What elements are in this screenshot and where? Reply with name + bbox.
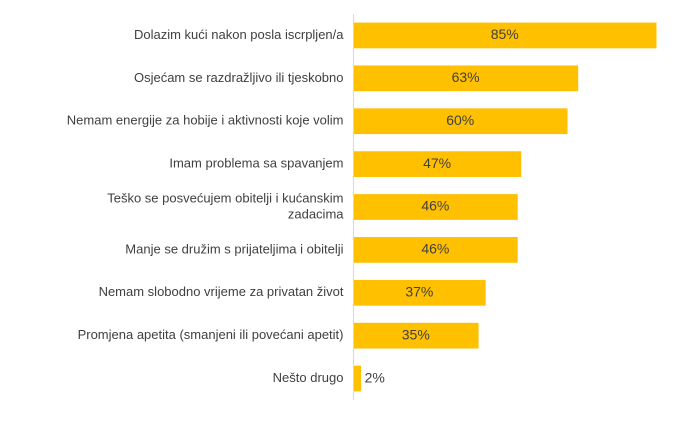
value-labels-group: 85% 63% 60% 47% 46% 46% 37% 35% 2% bbox=[365, 26, 519, 385]
category-label-3: Imam problema sa spavanjem bbox=[169, 156, 343, 171]
category-label-4: Teško se posvećujem obitelji i kućanskim… bbox=[107, 190, 344, 221]
bar-6 bbox=[354, 279, 486, 306]
bar-0 bbox=[354, 22, 657, 49]
bar-2 bbox=[354, 108, 568, 135]
bar-1 bbox=[354, 65, 579, 92]
value-label-6: 37% bbox=[405, 283, 433, 299]
bar-4 bbox=[354, 194, 518, 220]
category-labels-group: Dolazim kući nakon posla iscrpljen/a Osje… bbox=[67, 27, 345, 385]
bars-group bbox=[354, 22, 657, 392]
bar-8 bbox=[354, 365, 362, 392]
bar-5 bbox=[354, 237, 518, 263]
category-label-8: Nešto drugo bbox=[273, 370, 344, 385]
value-label-1: 63% bbox=[452, 69, 480, 85]
value-label-3: 47% bbox=[423, 155, 451, 171]
category-label-0: Dolazim kući nakon posla iscrpljen/a bbox=[134, 27, 344, 42]
value-label-4: 46% bbox=[421, 198, 449, 214]
value-label-0: 85% bbox=[491, 26, 519, 42]
category-label-1: Osjećam se razdražljivo ili tjeskobno bbox=[134, 70, 344, 85]
value-label-2: 60% bbox=[446, 112, 474, 128]
bar-7 bbox=[354, 322, 479, 349]
value-label-7: 35% bbox=[402, 326, 430, 342]
value-label-8: 2% bbox=[365, 369, 385, 385]
bar-3 bbox=[354, 151, 522, 177]
category-label-2: Nemam energije za hobije i aktivnosti ko… bbox=[67, 113, 344, 128]
category-label-7: Promjena apetita (smanjeni ili povećani … bbox=[78, 327, 344, 342]
value-label-5: 46% bbox=[421, 241, 449, 257]
category-label-6: Nemam slobodno vrijeme za privatan život bbox=[99, 284, 344, 299]
category-label-5: Manje se družim s prijateljima i obitelj… bbox=[125, 241, 343, 256]
